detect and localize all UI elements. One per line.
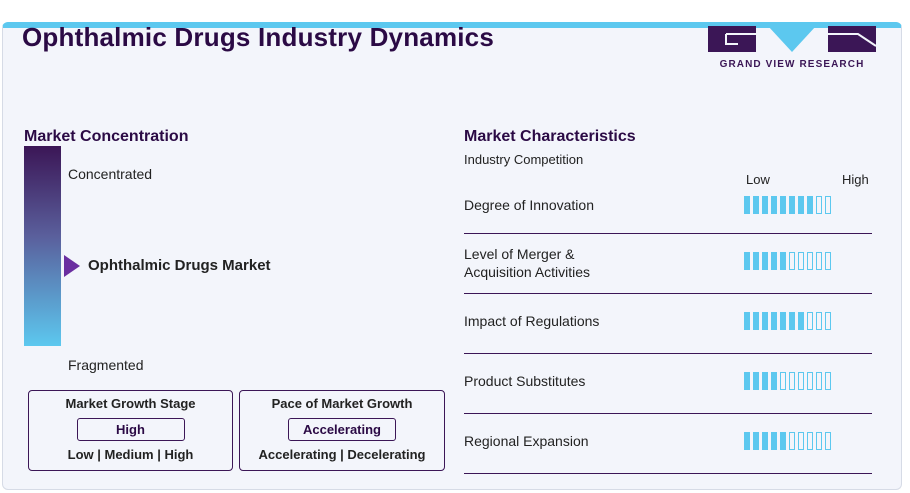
characteristic-row: Product Substitutes: [464, 353, 872, 414]
fragmented-label: Fragmented: [68, 357, 144, 373]
level-segment-empty: [825, 252, 831, 270]
characteristic-label: Impact of Regulations: [464, 313, 600, 329]
market-position-marker-icon: [64, 255, 80, 277]
level-segment-filled: [762, 312, 768, 330]
characteristic-row: Regional Expansion: [464, 413, 872, 474]
level-segment-empty: [816, 252, 822, 270]
level-segment-empty: [816, 372, 822, 390]
level-segment-empty: [798, 252, 804, 270]
level-segment-empty: [825, 372, 831, 390]
level-segment-empty: [825, 196, 831, 214]
level-segment-empty: [789, 372, 795, 390]
growth-pace-box: Pace of Market Growth Accelerating Accel…: [239, 390, 445, 471]
level-meter: [744, 196, 831, 214]
level-segment-filled: [798, 312, 804, 330]
level-segment-filled: [753, 312, 759, 330]
level-segment-filled: [780, 312, 786, 330]
level-segment-empty: [798, 432, 804, 450]
market-concentration-heading: Market Concentration: [24, 128, 189, 145]
level-segment-filled: [744, 196, 750, 214]
level-segment-filled: [744, 432, 750, 450]
level-segment-empty: [807, 252, 813, 270]
level-segment-empty: [816, 312, 822, 330]
characteristic-label: Product Substitutes: [464, 373, 586, 389]
level-meter: [744, 372, 831, 390]
market-characteristics-heading: Market Characteristics: [464, 128, 636, 145]
level-segment-empty: [798, 372, 804, 390]
level-segment-filled: [762, 432, 768, 450]
level-segment-filled: [762, 196, 768, 214]
level-segment-filled: [753, 432, 759, 450]
logo-block-left: [708, 26, 756, 52]
level-meter: [744, 432, 831, 450]
level-segment-filled: [771, 196, 777, 214]
characteristic-row: Level of Merger & Acquisition Activities: [464, 233, 872, 294]
level-segment-filled: [744, 252, 750, 270]
level-segment-filled: [744, 372, 750, 390]
characteristic-label: Degree of Innovation: [464, 197, 594, 213]
growth-stage-title: Market Growth Stage: [65, 396, 196, 411]
characteristic-label: Level of Merger & Acquisition Activities: [464, 246, 591, 280]
scale-high-label: High: [842, 172, 869, 187]
logo-block-right: [828, 26, 877, 52]
level-segment-empty: [789, 252, 795, 270]
scale-low-label: Low: [746, 172, 770, 187]
level-segment-filled: [762, 372, 768, 390]
characteristic-row: Degree of Innovation: [464, 188, 872, 234]
level-segment-filled: [789, 196, 795, 214]
grand-view-research-logo: GRAND VIEW RESEARCH: [708, 26, 877, 74]
growth-stage-options: Low | Medium | High: [67, 447, 194, 462]
concentration-gradient-bar: [24, 146, 61, 346]
logo-triangle: [768, 26, 816, 52]
level-segment-filled: [798, 196, 804, 214]
level-segment-empty: [816, 432, 822, 450]
level-segment-filled: [807, 196, 813, 214]
level-segment-empty: [816, 196, 822, 214]
level-segment-filled: [762, 252, 768, 270]
growth-pace-value: Accelerating: [288, 418, 396, 441]
level-segment-empty: [825, 312, 831, 330]
market-position-label: Ophthalmic Drugs Market: [88, 257, 271, 274]
level-segment-filled: [780, 432, 786, 450]
characteristic-row: Impact of Regulations: [464, 293, 872, 354]
level-segment-filled: [789, 312, 795, 330]
level-segment-empty: [807, 372, 813, 390]
level-segment-empty: [807, 432, 813, 450]
level-segment-filled: [771, 252, 777, 270]
level-segment-empty: [807, 312, 813, 330]
concentrated-label: Concentrated: [68, 166, 153, 182]
level-meter: [744, 252, 831, 270]
level-segment-filled: [780, 196, 786, 214]
growth-pace-title: Pace of Market Growth: [271, 396, 413, 411]
growth-stage-box: Market Growth Stage High Low | Medium | …: [28, 390, 233, 471]
industry-competition-subheading: Industry Competition: [464, 152, 584, 167]
level-segment-filled: [753, 196, 759, 214]
growth-stage-value: High: [76, 418, 185, 441]
level-segment-filled: [753, 252, 759, 270]
characteristic-label: Regional Expansion: [464, 433, 589, 449]
level-segment-empty: [780, 372, 786, 390]
growth-pace-options: Accelerating | Decelerating: [258, 447, 426, 462]
level-segment-filled: [753, 372, 759, 390]
page-title: Ophthalmic Drugs Industry Dynamics: [22, 22, 495, 52]
level-segment-filled: [771, 312, 777, 330]
level-segment-filled: [771, 432, 777, 450]
level-segment-filled: [744, 312, 750, 330]
level-segment-empty: [789, 432, 795, 450]
level-meter: [744, 312, 831, 330]
logo-text: GRAND VIEW RESEARCH: [719, 59, 865, 70]
level-segment-filled: [780, 252, 786, 270]
level-segment-filled: [771, 372, 777, 390]
level-segment-empty: [825, 432, 831, 450]
